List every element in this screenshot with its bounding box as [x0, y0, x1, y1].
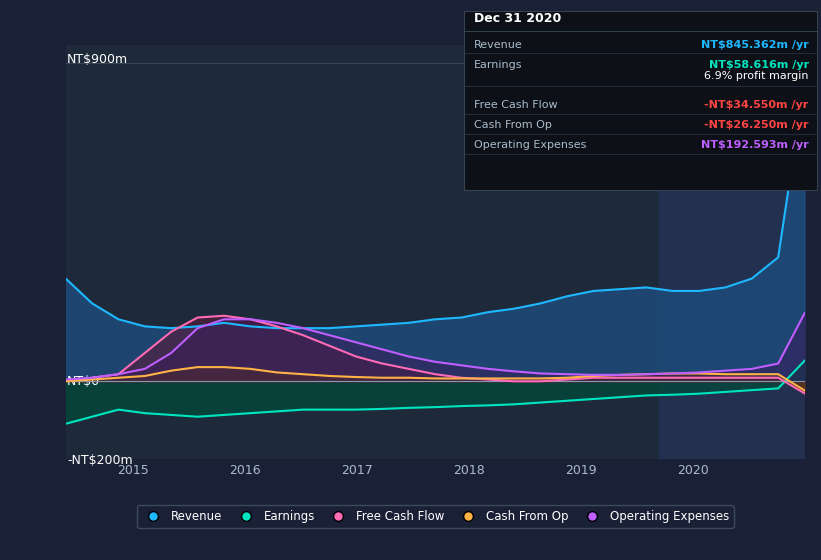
- Text: Cash From Op: Cash From Op: [474, 120, 552, 130]
- Text: Free Cash Flow: Free Cash Flow: [474, 100, 557, 110]
- Text: NT$58.616m /yr: NT$58.616m /yr: [709, 60, 809, 70]
- Text: Revenue: Revenue: [474, 40, 522, 50]
- Legend: Revenue, Earnings, Free Cash Flow, Cash From Op, Operating Expenses: Revenue, Earnings, Free Cash Flow, Cash …: [136, 506, 734, 528]
- Text: -NT$26.250m /yr: -NT$26.250m /yr: [704, 120, 809, 130]
- Text: -NT$34.550m /yr: -NT$34.550m /yr: [704, 100, 809, 110]
- Text: 6.9% profit margin: 6.9% profit margin: [704, 71, 809, 81]
- Text: Earnings: Earnings: [474, 60, 522, 70]
- Text: Dec 31 2020: Dec 31 2020: [474, 12, 561, 25]
- Text: NT$192.593m /yr: NT$192.593m /yr: [701, 141, 809, 151]
- Text: Operating Expenses: Operating Expenses: [474, 141, 586, 151]
- Text: -NT$200m: -NT$200m: [67, 454, 133, 467]
- Bar: [659, 45, 816, 459]
- Text: NT$900m: NT$900m: [67, 53, 128, 66]
- Text: NT$845.362m /yr: NT$845.362m /yr: [701, 40, 809, 50]
- Text: NT$0: NT$0: [67, 375, 100, 388]
